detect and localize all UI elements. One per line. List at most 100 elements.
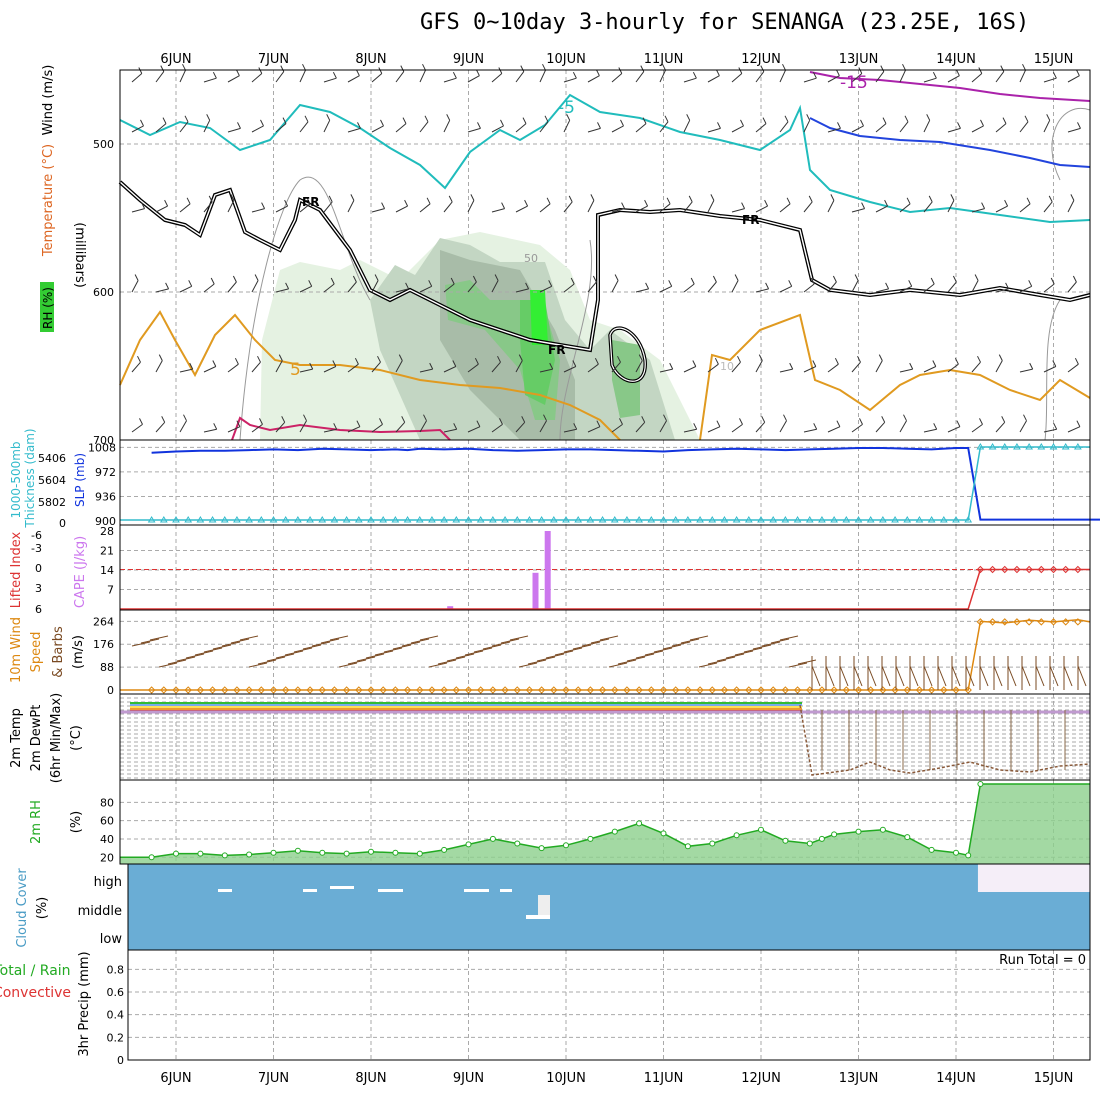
thickness-marker [306,516,314,523]
wind10-barb [554,650,574,656]
wind-barb-shaft [731,208,745,213]
temp2m-band [400,706,406,708]
wind-barb-shaft [323,366,337,373]
wind-barb-shaft [275,71,285,83]
cape-tick-label: 14 [100,564,114,577]
wind-barb-flag [230,194,235,201]
wind-barb-shaft [371,280,379,293]
wind-barb-flag [710,194,715,201]
temp2m-band [322,708,328,710]
wind10-barb-flag [1049,665,1059,687]
wind-barb-shaft [155,205,168,213]
wind-barb-shaft [395,421,406,433]
temp2m-band [466,702,472,704]
temp2m-band [598,702,604,704]
wind-barb-shaft [731,73,743,83]
freezing-level-loop-inner [609,327,646,382]
temp2m-band [304,708,310,710]
thickness-marker [354,516,363,523]
wind-barb-flag [592,275,597,283]
wind-barb-flag [786,197,791,205]
temp2m-band [484,702,490,704]
wind-barb-shaft [323,120,331,133]
temp2m-band [454,704,460,706]
wind-barb-shaft [299,420,307,433]
wind-barb-shaft [995,421,1006,433]
wind-barb-flag [830,194,835,201]
temp2m-band [502,702,508,704]
wind-barb-flag [1077,122,1081,129]
temp2m-band [430,706,436,708]
wind-barb-shaft [371,208,385,213]
temp2m-band [778,702,784,704]
temp2m-band [766,704,772,706]
temp2m-band [268,704,274,706]
wind-barb-flag [257,355,261,363]
thickness-marker [379,516,388,523]
temp2m-band [784,708,790,710]
temp2m-band [472,702,478,704]
temp2m-band [568,704,574,706]
temp2m-band [406,702,412,704]
temp-label-m15: -15 [840,73,868,93]
wind-barb-shaft [395,288,409,293]
wind10-marker [208,686,217,694]
wind10-marker [221,686,229,694]
temp2m-band [274,708,280,710]
wind-barb-flag [572,71,577,79]
wind10-marker [574,686,582,694]
temp2m-band [700,708,706,710]
wind10-marker [940,686,948,694]
temp2m-band [232,704,238,706]
wind-barb-flag [520,65,525,72]
wind10-barb [158,662,178,668]
temp2m-band [724,708,730,710]
temp2m-band [286,704,292,706]
wind-barb-flag [282,117,287,124]
panel-cape [175,525,1054,610]
temp2m-band [520,706,526,708]
wind-barb-shaft [275,421,286,433]
precip-tick-label: 0.2 [107,1031,125,1044]
wind-barb-shaft [467,281,477,293]
wind-barb-shaft [227,363,239,373]
temp2m-band [544,706,550,708]
temp2m-band [664,706,670,708]
wind-barb-shaft [635,71,645,83]
temp2m-band [238,702,244,704]
wind-barb-flag [1026,197,1031,205]
wind10-barb [689,635,709,641]
temp2m-band [172,704,178,706]
temp2m-band [424,706,430,708]
wind-barb-shaft [683,283,695,293]
temp2m-band [526,706,532,708]
temp2m-band [448,704,454,706]
wind10-barb-flag [881,665,891,687]
temp2m-band [208,702,214,704]
temp2m-ylabel-c: (6hr Min/Max) [49,693,64,783]
wind10-marker [537,686,546,694]
wind10-marker [403,686,412,694]
temp2m-band [184,706,190,708]
wind-barb-flag [453,423,458,430]
wind10-marker [1001,618,1009,626]
temp2m-band [412,708,418,710]
temp2m-band [694,706,700,708]
temp-label-m5: -5 [558,98,575,118]
wind10-marker [732,686,741,694]
wind10-barb-flag [1007,665,1017,687]
wind10-marker [281,686,290,694]
temp2m-band [154,704,160,706]
li-marker [1049,565,1058,574]
thickness-marker [781,516,790,523]
cloud-gap [526,915,550,919]
wind-barb-shaft [635,123,647,133]
wind-barb-shaft [563,283,575,293]
temp2m-band [760,706,766,708]
temp2m-band [256,702,262,704]
wind-barb-shaft [611,423,623,433]
wind-barb-shaft [659,69,666,83]
temp2m-band [166,708,172,710]
temp2m-band [676,702,682,704]
slp-tick-label: 900 [95,515,116,528]
